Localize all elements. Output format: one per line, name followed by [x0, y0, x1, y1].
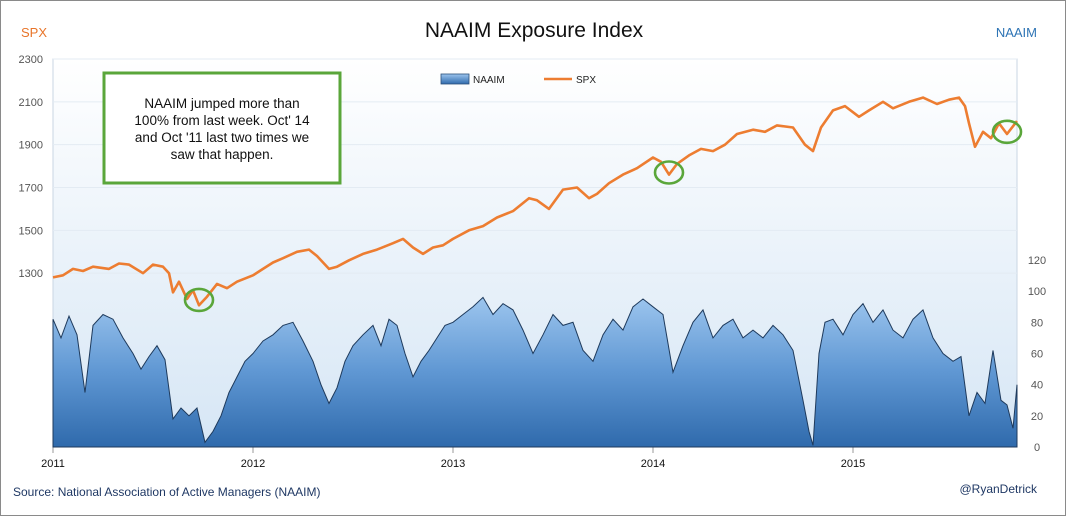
annotation-line: 100% from last week. Oct' 14 [134, 113, 310, 128]
legend-swatch-naaim [440, 73, 470, 85]
left-axis-label: SPX [21, 25, 47, 40]
source-text: Source: National Association of Active M… [13, 485, 320, 499]
chart-title: NAAIM Exposure Index [425, 19, 644, 42]
legend-label-spx: SPX [576, 75, 596, 86]
right-axis-label: NAAIM [996, 25, 1037, 40]
left-tick-label: 1300 [19, 268, 43, 280]
naaim-series [52, 296, 1018, 448]
left-axis: 1300 1500 1700 1900 2100 2300 [19, 54, 43, 280]
spx-line [52, 96, 1019, 307]
annotation-box: NAAIM jumped more than 100% from last we… [102, 71, 342, 185]
spx-series [52, 96, 1019, 307]
annotation-line: NAAIM jumped more than [144, 96, 299, 111]
right-tick-label: 60 [1031, 349, 1043, 361]
credit-text: @RyanDetrick [959, 482, 1038, 496]
right-tick-label: 100 [1028, 286, 1046, 298]
x-tick-label: 2013 [441, 458, 465, 470]
left-tick-label: 1900 [19, 140, 43, 152]
x-tick-label: 2011 [41, 458, 65, 470]
right-axis: 0 20 40 60 80 100 120 [1028, 255, 1046, 454]
right-tick-label: 0 [1034, 442, 1040, 454]
x-tick-label: 2012 [241, 458, 265, 470]
highlight-circle [991, 119, 1023, 145]
right-tick-label: 20 [1031, 411, 1043, 423]
right-tick-label: 40 [1031, 380, 1043, 392]
legend-label-naaim: NAAIM [473, 75, 505, 86]
left-tick-label: 1500 [19, 225, 43, 237]
left-tick-label: 2300 [19, 54, 43, 66]
x-tick-label: 2014 [641, 458, 665, 470]
highlight-circles [183, 119, 1023, 313]
left-tick-label: 1700 [19, 183, 43, 195]
annotation-line: saw that happen. [171, 147, 274, 162]
annotation-line: and Oct '11 last two times we [135, 130, 309, 145]
annotation-border [102, 71, 342, 185]
naaim-area [52, 296, 1018, 448]
highlight-circle [653, 160, 685, 185]
highlight-circle [183, 287, 215, 313]
left-tick-label: 2100 [19, 97, 43, 109]
x-axis: 2011 2012 2013 2014 2015 [41, 458, 865, 470]
right-tick-label: 120 [1028, 255, 1046, 267]
right-tick-label: 80 [1031, 317, 1043, 329]
legend: NAAIM SPX [440, 73, 596, 86]
x-tick-label: 2015 [841, 458, 865, 470]
